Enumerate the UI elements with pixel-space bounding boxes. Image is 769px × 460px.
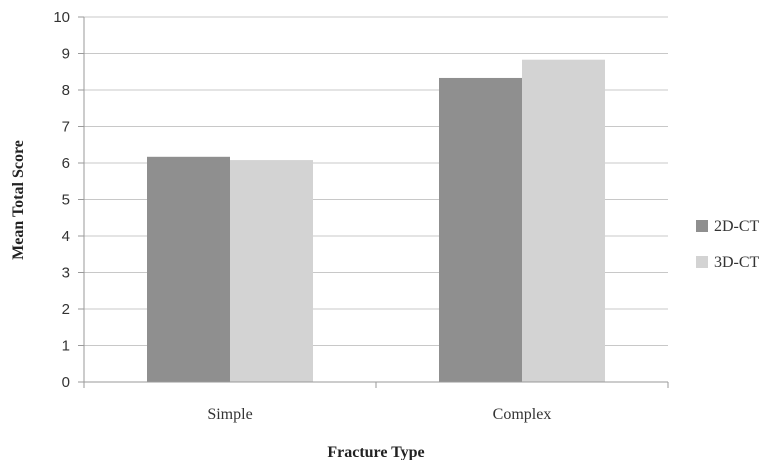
legend-label: 3D-CT xyxy=(714,254,760,271)
y-tick-label: 5 xyxy=(62,192,70,209)
bars xyxy=(147,59,605,383)
legend-swatch xyxy=(696,220,708,232)
y-tick-label: 6 xyxy=(62,155,70,172)
x-category-label: Simple xyxy=(207,406,252,423)
x-axis-ticks xyxy=(83,382,669,388)
bar-3d-ct-simple xyxy=(230,160,313,382)
bar-2d-ct-simple xyxy=(147,156,230,382)
x-category-label: Complex xyxy=(493,406,552,423)
legend-label: 2D-CT xyxy=(714,218,760,235)
y-tick-label: 10 xyxy=(53,9,70,26)
x-axis-category-labels: Simple Complex xyxy=(207,406,551,423)
y-tick-label: 3 xyxy=(62,265,70,282)
legend: 2D-CT 3D-CT xyxy=(696,218,760,271)
y-tick-label: 0 xyxy=(62,374,70,391)
bar-3d-ct-complex xyxy=(522,59,605,383)
y-axis-ticks: 0 1 2 3 4 5 6 7 8 9 10 xyxy=(53,9,85,391)
bar-2d-ct-complex xyxy=(439,77,522,382)
y-tick-label: 8 xyxy=(62,82,70,99)
y-tick-label: 4 xyxy=(62,228,70,245)
x-axis-title: Fracture Type xyxy=(327,444,424,460)
y-tick-label: 7 xyxy=(62,119,70,136)
legend-swatch xyxy=(696,256,708,268)
y-tick-label: 1 xyxy=(62,338,70,355)
y-axis-title: Mean Total Score xyxy=(10,140,27,260)
y-tick-label: 2 xyxy=(62,301,70,318)
y-tick-label: 9 xyxy=(62,46,70,63)
